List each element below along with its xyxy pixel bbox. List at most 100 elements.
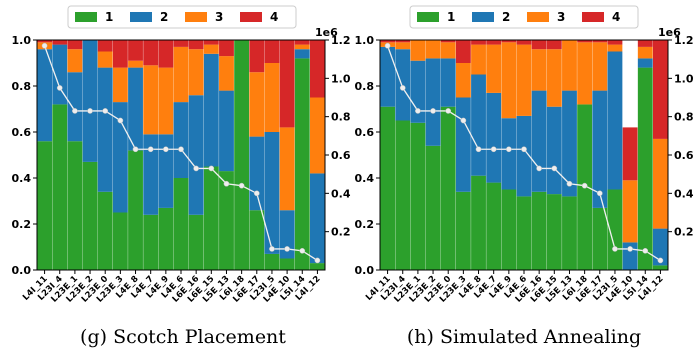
bar-segment-3 — [294, 44, 310, 50]
bar-segment-2 — [652, 228, 668, 266]
y-tick-label: 0.8 — [355, 80, 375, 93]
y-tick-label: 1.0 — [355, 34, 375, 47]
bar-segment-4 — [516, 40, 532, 45]
bar-segment-1 — [607, 189, 623, 270]
legend-label-3: 3 — [215, 10, 223, 24]
bar-segment-4 — [203, 40, 219, 45]
y2-tick-label: 0.6 — [674, 149, 694, 162]
bar-segment-2 — [82, 40, 98, 162]
caption: (g) Scotch Placement — [80, 326, 286, 348]
bar-segment-2 — [395, 49, 411, 121]
line-point — [269, 246, 275, 252]
legend-label-4: 4 — [270, 10, 278, 24]
legend-swatch-3 — [527, 12, 549, 22]
bar-segment-1 — [395, 120, 411, 270]
bar-segment-4 — [219, 40, 234, 57]
bar-segment-2 — [440, 58, 456, 107]
bar-segment-2 — [188, 95, 204, 215]
bar-segment-2 — [637, 58, 653, 68]
bar-segment-3 — [143, 65, 159, 135]
y2-tick-label: 0.4 — [331, 187, 351, 200]
bar-segment-4 — [158, 40, 174, 68]
bar-segment-1 — [219, 171, 234, 270]
bar-segment-2 — [425, 58, 441, 146]
bar-segment-4 — [486, 40, 502, 45]
bar-segment-1 — [112, 212, 128, 270]
y2-tick-label: 0.6 — [331, 149, 351, 162]
bar-segment-4 — [249, 40, 265, 73]
y2-tick-label: 0.2 — [674, 226, 694, 239]
bar-segment-1 — [652, 265, 668, 270]
bar-segment-2 — [486, 92, 502, 183]
bar-segment-1 — [531, 191, 547, 270]
line-point — [596, 190, 603, 197]
y-tick-label: 0.2 — [12, 218, 32, 231]
bar-segment-3 — [622, 180, 638, 243]
bar-segment-3 — [279, 127, 295, 211]
line-point — [178, 146, 184, 153]
chart-panel-1: 0.00.20.40.60.81.00.20.40.60.81.01.21e6L… — [12, 5, 351, 348]
line-point — [536, 165, 543, 172]
legend-swatch-2 — [472, 12, 494, 22]
caption: (h) Simulated Annealing — [407, 326, 641, 348]
bar-segment-3 — [219, 56, 234, 91]
bar-segment-2 — [546, 106, 562, 195]
bar-segment-4 — [380, 40, 395, 43]
bar-segment-3 — [577, 42, 593, 105]
line-point — [72, 108, 78, 114]
bar-segment-4 — [501, 40, 517, 43]
bar-segment-4 — [440, 40, 456, 43]
bar-segment-3 — [486, 44, 502, 93]
bar-segment-4 — [652, 40, 668, 139]
line-point — [399, 85, 406, 91]
line-point — [475, 146, 482, 153]
bar-segment-2 — [294, 49, 310, 59]
bar-segment-3 — [67, 49, 83, 73]
y-tick-label: 0.2 — [355, 218, 375, 231]
bar-segment-2 — [562, 90, 577, 197]
bar-segment-4 — [173, 40, 189, 47]
line-point — [87, 108, 93, 114]
line-point — [314, 257, 321, 264]
bar-segment-2 — [607, 51, 623, 190]
bar-segment-3 — [97, 51, 113, 68]
line-point — [147, 146, 154, 153]
bar-segment-4 — [607, 40, 623, 45]
bar-segment-4 — [637, 40, 653, 47]
y2-tick-label: 1.2 — [674, 34, 694, 47]
y2-offset-label: 1e6 — [658, 26, 681, 39]
line-point — [490, 146, 497, 153]
y-tick-label: 0.4 — [355, 172, 375, 185]
bar-segment-1 — [143, 214, 159, 270]
bar-segment-1 — [486, 182, 502, 270]
line-point — [430, 108, 436, 114]
legend-box — [67, 5, 297, 29]
bar-segment-4 — [112, 40, 128, 68]
bar-segment-4 — [37, 40, 52, 43]
bar-segment-4 — [592, 40, 608, 43]
bar-segment-3 — [309, 97, 325, 174]
legend-label-2: 2 — [160, 10, 168, 24]
bar-segment-3 — [471, 44, 486, 75]
bar-segment-1 — [562, 196, 577, 270]
bar-segment-3 — [188, 49, 204, 96]
bar-segment-3 — [264, 63, 280, 132]
bar-segment-3 — [249, 72, 265, 137]
bar-segment-2 — [219, 90, 234, 172]
bar-segment-1 — [82, 161, 98, 270]
bar-segment-1 — [188, 214, 204, 270]
line-point — [223, 180, 230, 187]
bar-segment-2 — [249, 136, 265, 211]
line-point — [460, 117, 467, 124]
line-point — [642, 247, 649, 254]
bar-segment-1 — [158, 207, 174, 270]
bar-segment-2 — [516, 115, 532, 197]
bar-segment-3 — [501, 42, 517, 119]
bar-segment-2 — [97, 67, 113, 192]
line-point — [384, 42, 391, 49]
bar-segment-3 — [440, 42, 456, 59]
bar-segment-3 — [203, 44, 219, 54]
bar-segment-4 — [455, 40, 471, 63]
bar-segment-1 — [410, 122, 426, 270]
